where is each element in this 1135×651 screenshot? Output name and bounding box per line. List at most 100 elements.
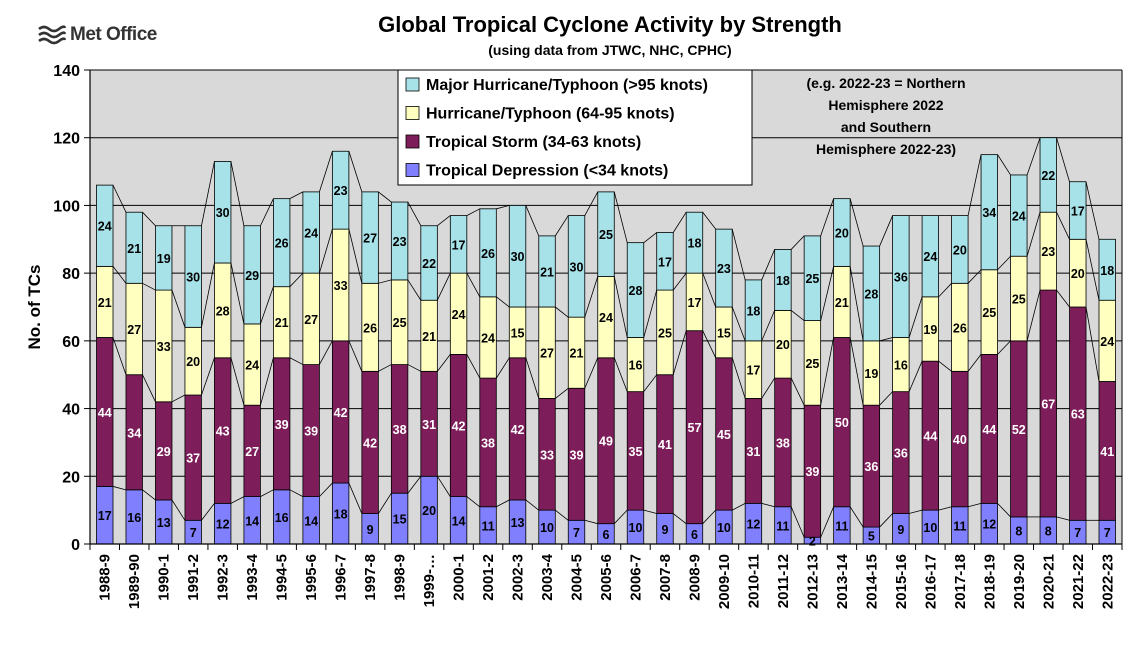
data-label: 19: [864, 367, 878, 381]
series-connector-line: [319, 229, 333, 274]
y-tick-label: 20: [62, 469, 80, 486]
series-connector-line: [1026, 212, 1041, 257]
data-label: 22: [422, 257, 436, 271]
series-connector-line: [879, 215, 893, 247]
x-tick-label: 2018-19: [981, 554, 998, 609]
legend-box: [397, 69, 753, 186]
annotation-text: Hemisphere 2022-23): [816, 141, 956, 157]
data-label: 25: [805, 357, 819, 371]
series-connector-line: [908, 296, 923, 338]
data-label: 23: [717, 262, 731, 276]
data-label: 21: [127, 242, 141, 256]
series-connector-line: [820, 198, 835, 237]
annotation-text: and Southern: [841, 119, 931, 135]
series-connector-line: [289, 191, 304, 200]
data-label: 13: [157, 516, 171, 530]
series-connector-line: [171, 289, 186, 328]
x-tick-label: 2020-21: [1040, 554, 1057, 609]
series-connector-line: [761, 249, 776, 281]
bar-segment: [862, 245, 881, 342]
series-connector-line: [112, 337, 127, 375]
y-tick-label: 40: [62, 402, 80, 419]
data-label: 22: [1041, 169, 1055, 183]
series-connector-line: [407, 476, 422, 494]
data-label: 34: [127, 426, 141, 440]
data-label: 18: [334, 508, 348, 522]
series-connector-line: [201, 503, 215, 521]
series-connector-line: [260, 489, 274, 497]
data-label: 30: [186, 271, 200, 285]
data-label: 10: [629, 521, 643, 535]
series-connector-line: [260, 286, 274, 325]
data-label: 5: [868, 530, 875, 544]
bar-segment: [243, 225, 261, 325]
series-connector-line: [967, 154, 982, 216]
series-connector-line: [584, 519, 598, 525]
data-label: 24: [1100, 335, 1114, 349]
series-connector-line: [584, 276, 599, 318]
series-connector-line: [820, 337, 835, 406]
series-connector-line: [731, 229, 746, 281]
x-tick-label: 2010-11: [745, 554, 762, 608]
data-label: 9: [367, 523, 374, 537]
series-connector-line: [1026, 289, 1041, 341]
series-connector-line: [820, 506, 834, 538]
series-connector-line: [1056, 289, 1070, 308]
series-connector-line: [171, 394, 186, 403]
series-connector-line: [908, 361, 923, 392]
data-label: 67: [1041, 397, 1055, 411]
series-connector-line: [790, 506, 805, 538]
data-label: 20: [835, 227, 849, 241]
data-label: 33: [334, 279, 348, 293]
series-connector-line: [672, 211, 687, 233]
x-tick-label: 2005-6: [598, 554, 615, 601]
series-connector-line: [319, 340, 333, 365]
data-label: 26: [363, 321, 377, 335]
y-tick-label: 100: [53, 198, 80, 215]
bar-segment: [538, 235, 556, 308]
x-tick-label: 2000-1: [451, 554, 468, 601]
data-label: 21: [540, 265, 554, 279]
series-connector-line: [702, 509, 716, 524]
series-connector-line: [348, 151, 363, 193]
bar-segment: [685, 211, 704, 274]
bar-segment: [479, 208, 497, 298]
data-label: 34: [982, 206, 996, 220]
y-tick-label: 60: [62, 334, 80, 351]
x-tick-label: 2009-10: [716, 554, 733, 609]
series-connector-line: [879, 513, 893, 528]
series-connector-line: [731, 306, 746, 342]
data-label: 37: [186, 452, 200, 466]
series-connector-line: [938, 283, 952, 298]
data-label: 42: [452, 420, 466, 434]
y-tick-label: 80: [62, 266, 80, 283]
data-label: 9: [661, 523, 668, 537]
x-tick-label: 1996-7: [333, 554, 350, 601]
series-connector-line: [702, 272, 717, 308]
x-tick-label: 2004-5: [569, 554, 586, 601]
series-connector-line: [142, 489, 156, 501]
data-label: 17: [746, 364, 760, 378]
data-label: 63: [1071, 408, 1085, 422]
data-label: 26: [953, 321, 967, 335]
data-label: 16: [127, 511, 141, 525]
series-connector-line: [378, 279, 392, 284]
x-tick-label: 1998-9: [392, 554, 409, 601]
data-label: 38: [393, 423, 407, 437]
series-connector-line: [112, 486, 127, 491]
series-connector-line: [142, 282, 156, 291]
series-connector-line: [731, 357, 746, 399]
x-tick-label: 1991-2: [185, 554, 202, 601]
x-tick-label: 2011-12: [775, 554, 792, 608]
bar-segment: [567, 215, 586, 318]
series-connector-line: [260, 198, 274, 226]
series-connector-line: [171, 499, 186, 521]
series-connector-line: [672, 272, 687, 291]
data-label: 39: [570, 448, 584, 462]
series-connector-line: [525, 205, 540, 237]
series-connector-line: [938, 360, 952, 372]
x-tick-label: 2008-9: [686, 554, 703, 601]
data-label: 30: [570, 260, 584, 274]
legend-label: Tropical Depression (<34 knots): [426, 163, 668, 180]
data-label: 42: [334, 406, 348, 420]
